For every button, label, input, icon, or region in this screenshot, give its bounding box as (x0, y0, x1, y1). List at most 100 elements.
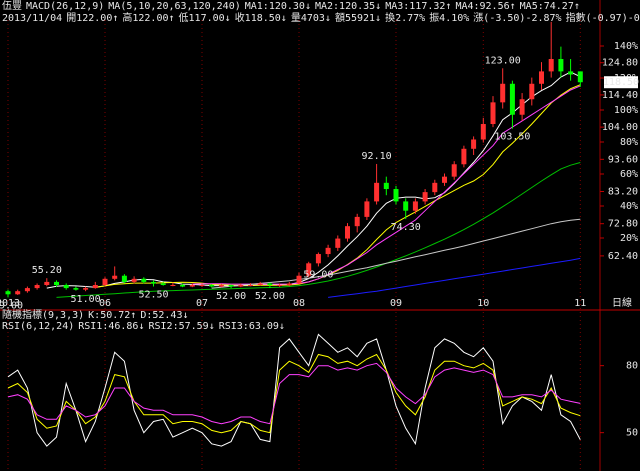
candle-body (519, 99, 525, 115)
price-annotation: 49.00 (0, 300, 23, 311)
y-tick-label: 80% (620, 137, 638, 148)
candle-body (151, 281, 156, 284)
y-tick-label: 83.20 (608, 187, 638, 198)
candle-body (364, 201, 370, 217)
candle-body (34, 284, 40, 289)
price-annotation: 103.50 (494, 132, 530, 143)
candle-body (539, 71, 544, 84)
candle-body (568, 71, 574, 75)
period-label: 日線 (612, 296, 632, 309)
y-tick-label: 62.40 (608, 251, 638, 262)
price-annotation: 52.00 (216, 291, 246, 302)
quote-field: 換2.77% (385, 12, 425, 24)
candle-body (238, 284, 244, 287)
candle-body (558, 59, 564, 72)
candle-body (354, 216, 360, 227)
legend-entry: RSI1:46.86↓ (78, 321, 144, 332)
candle-body (160, 283, 166, 285)
candle-body (102, 278, 108, 285)
y-tick-label: 124.80 (602, 58, 638, 69)
candle-body (490, 102, 496, 125)
price-annotation: 123.00 (485, 55, 521, 66)
quote-field: 2013/11/04 (2, 13, 62, 24)
price-annotation: 74.30 (391, 222, 421, 233)
legend-entry: MA1:120.30↓ (245, 1, 311, 12)
candle-body (141, 278, 147, 282)
line-series (95, 84, 581, 288)
legend-entry: RSI2:57.59↓ (148, 321, 214, 332)
x-tick-label: 08 (293, 298, 305, 309)
quote-field: 量4703↓ (291, 12, 331, 24)
legend-entry: RSI3:63.09↓ (219, 321, 285, 332)
quote-field: 額55921↓ (335, 11, 381, 24)
indicator-value: D:52.43↓ (140, 310, 188, 321)
plot-area (7, 333, 581, 447)
quote-field: 漲(-3.50)-2.87% (473, 12, 561, 24)
candle-body (92, 284, 98, 289)
candle-body (345, 226, 350, 239)
candle-body (335, 238, 341, 248)
candle-body (189, 284, 195, 287)
x-tick-label: 11 (574, 298, 586, 309)
y-tick-label: 72.80 (608, 219, 638, 230)
price-annotation: 92.10 (362, 151, 392, 162)
x-tick-label: 06 (99, 298, 111, 309)
candle-body (54, 281, 59, 285)
quote-field: 高122.00↑ (122, 11, 174, 24)
indicator-label: MA(5,10,20,63,120,240) (108, 1, 240, 12)
legend-entry: MA5:74.27↑ (520, 1, 580, 12)
line-series (328, 257, 581, 298)
y-tick-label: 100% (614, 105, 638, 116)
plot-area (5, 21, 583, 298)
line-series (7, 333, 581, 447)
candle-body (442, 176, 447, 183)
candle-body (209, 284, 215, 287)
candle-body (267, 283, 273, 285)
x-tick-label: 09 (390, 298, 402, 309)
candle-body (15, 291, 21, 295)
y-tick-label: 140% (614, 41, 638, 52)
y-tick-label: 114.40 (602, 90, 638, 101)
line-series (46, 71, 581, 289)
quote-field: 開122.00↑ (66, 12, 118, 24)
x-tick-label: 10 (477, 298, 489, 309)
line-series (7, 362, 581, 425)
y-tick-label: 60% (620, 169, 638, 180)
candle-body (383, 182, 389, 190)
candle-body (73, 288, 79, 290)
line-series (56, 162, 581, 298)
candle-body (228, 284, 234, 287)
indicator-label: MACD(26,12,9) (26, 1, 104, 12)
candle-body (44, 281, 50, 285)
candle-body (83, 288, 89, 290)
x-tick-label: 07 (196, 298, 208, 309)
candle-body (170, 284, 176, 286)
candle-body (412, 201, 418, 211)
candle-body (248, 284, 253, 286)
quote-field: 收118.50↓ (235, 11, 287, 24)
candle-body (315, 254, 321, 264)
candle-body (432, 182, 438, 193)
price-annotation: 52.50 (138, 290, 168, 301)
legend-entry: MA3:117.32↑ (385, 1, 451, 12)
candle-body (180, 284, 186, 287)
indicator-title: 隨機指標(9,3,3) (2, 308, 84, 321)
price-annotation: 55.20 (32, 265, 62, 276)
candle-body (218, 284, 224, 287)
quote-field: 指數(-0.97)-0.78% (566, 11, 640, 24)
candle-body (509, 83, 515, 115)
x-tick-label: 2013 (0, 298, 20, 309)
candle-body (325, 247, 331, 255)
candle-body (480, 124, 486, 140)
candle-body (529, 83, 535, 100)
candle-body (548, 59, 554, 72)
y-tick-label: 50 (626, 428, 638, 439)
y-tick-label: 93.60 (608, 154, 638, 165)
candle-body (24, 288, 30, 292)
price-annotation: 52.00 (255, 291, 285, 302)
candle-body (374, 182, 380, 202)
candle-body (422, 192, 428, 202)
candle-body (306, 263, 312, 276)
